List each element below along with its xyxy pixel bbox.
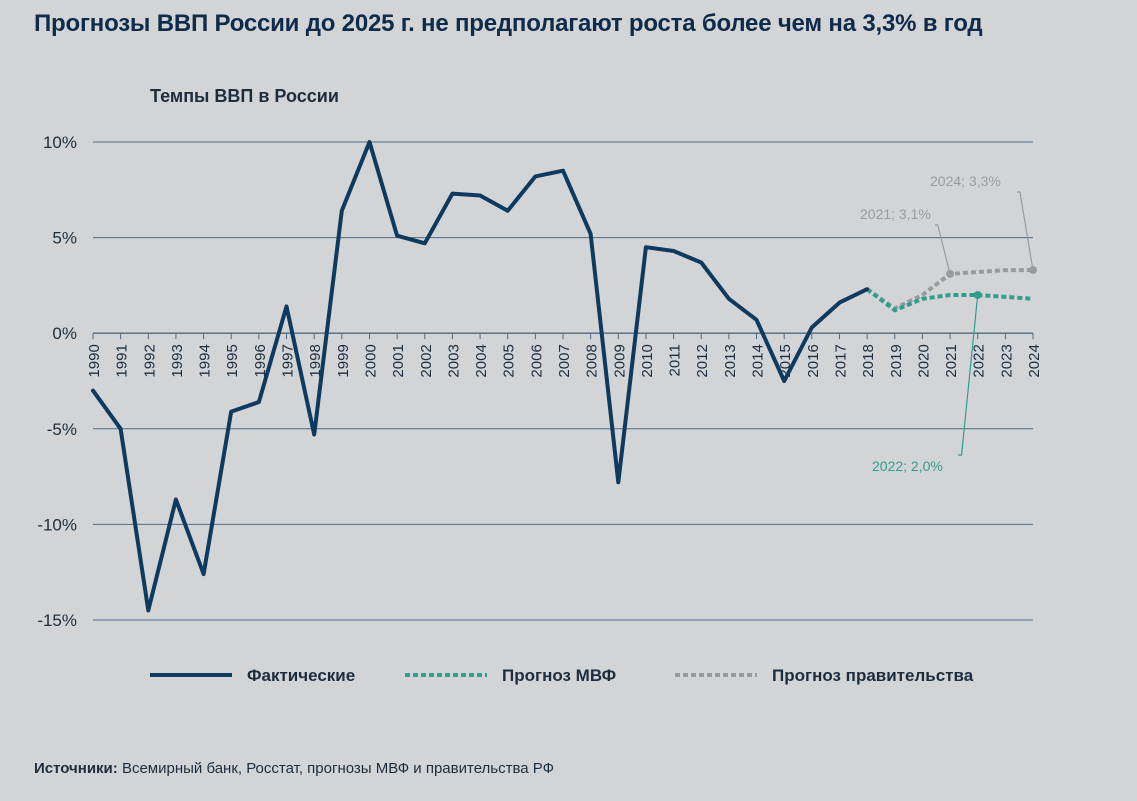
x-tick-label: 1998 xyxy=(307,344,324,377)
x-tick-label: 2005 xyxy=(501,344,518,377)
annotation-marker xyxy=(1029,266,1037,275)
annotation-label: 2022; 2,0% xyxy=(872,458,943,474)
series-line-actual xyxy=(91,140,870,613)
y-tick-label: 0% xyxy=(52,324,77,343)
x-tick-label: 2024 xyxy=(1026,344,1043,377)
y-tick-label: -10% xyxy=(37,515,77,534)
annotation-marker xyxy=(946,269,955,278)
legend-label: Прогноз МВФ xyxy=(502,666,616,685)
x-tick-label: 1993 xyxy=(169,344,186,377)
annotation-leader xyxy=(1017,191,1034,271)
series-line-imf xyxy=(865,287,1034,313)
x-tick-label: 1996 xyxy=(252,344,269,377)
x-tick-label: 1999 xyxy=(335,344,352,377)
x-tick-label: 2000 xyxy=(362,344,379,377)
page-title: Прогнозы ВВП России до 2025 г. не предпо… xyxy=(34,10,983,37)
chart-subtitle: Темпы ВВП в России xyxy=(150,86,339,106)
source-text: Всемирный банк, Росстат, прогнозы МВФ и … xyxy=(121,760,555,777)
x-tick-label: 2021 xyxy=(943,344,960,377)
x-tick-label: 2008 xyxy=(584,344,601,377)
x-tick-label: 1994 xyxy=(197,344,214,377)
x-tick-label: 2017 xyxy=(832,344,849,377)
x-tick-label: 1995 xyxy=(224,344,241,377)
x-tick-label: 2009 xyxy=(611,344,628,377)
x-tick-label: 2020 xyxy=(915,344,932,377)
x-tick-label: 2019 xyxy=(888,344,905,377)
x-tick-label: 2018 xyxy=(860,344,877,377)
legend-label: Прогноз правительства xyxy=(772,666,974,685)
annotations-layer: 2021; 3,1% 2024; 3,3% 2022; 2,0% xyxy=(860,173,1037,474)
x-tick-label: 2004 xyxy=(473,344,490,377)
x-tick-label: 1997 xyxy=(280,344,297,377)
x-tick-label: 2001 xyxy=(390,344,407,377)
y-tick-label: 10% xyxy=(43,133,77,152)
source-note: Источники: Всемирный банк, Росстат, прог… xyxy=(34,760,554,777)
x-tick-label: 2014 xyxy=(750,344,767,377)
x-tick-label: 2003 xyxy=(445,344,462,377)
y-tick-labels: 10% 5% 0% -5% -10% -15% xyxy=(37,133,77,630)
annotation-label: 2024; 3,3% xyxy=(930,173,1001,189)
annotation-label: 2021; 3,1% xyxy=(860,206,931,222)
x-tick-label: 2006 xyxy=(528,344,545,377)
annotation-marker xyxy=(973,290,982,299)
x-tick-label: 2002 xyxy=(418,344,435,377)
grid-layer xyxy=(92,141,1034,621)
legend: Фактические Прогноз МВФ Прогноз правительс… xyxy=(150,666,974,685)
legend-label: Фактические xyxy=(247,666,355,685)
x-tick-label: 2007 xyxy=(556,344,573,377)
x-tick-label: 1991 xyxy=(114,344,131,377)
x-tick-labels: 1990 1991 1992 1993 1994 1995 1996 1997 1998 1999… xyxy=(86,344,1043,377)
x-tick-label: 1992 xyxy=(141,344,158,377)
x-tick-label: 2022 xyxy=(971,344,988,377)
annotation-leader xyxy=(958,294,979,456)
y-tick-label: -5% xyxy=(47,420,77,439)
annotation-leader xyxy=(935,224,951,275)
x-tick-label: 2012 xyxy=(694,344,711,377)
x-tick-label: 2011 xyxy=(667,344,684,376)
x-tick-label: 2010 xyxy=(639,344,656,377)
x-tick-label: 2016 xyxy=(805,344,822,377)
x-tick-label: 2013 xyxy=(722,344,739,377)
x-tick-label: 2023 xyxy=(998,344,1015,377)
source-label: Источники: xyxy=(34,760,118,777)
x-tick-label: 1990 xyxy=(86,344,103,377)
y-tick-label: 5% xyxy=(52,229,77,248)
y-tick-label: -15% xyxy=(37,611,77,630)
